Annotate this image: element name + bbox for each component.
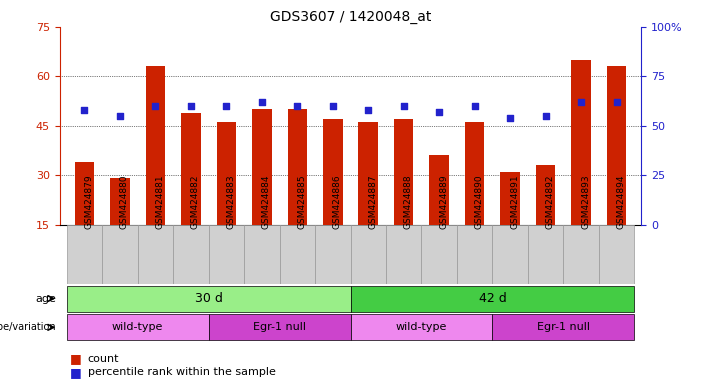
Bar	[492, 314, 634, 340]
Bar	[607, 66, 626, 225]
Bar	[386, 225, 421, 284]
Point	[469, 103, 480, 109]
Text: GSM424891: GSM424891	[510, 175, 519, 229]
Point	[292, 103, 303, 109]
Title: GDS3607 / 1420048_at: GDS3607 / 1420048_at	[270, 10, 431, 25]
Bar	[536, 165, 555, 225]
Text: age: age	[35, 293, 56, 304]
Text: GSM424885: GSM424885	[297, 175, 306, 229]
Bar	[102, 225, 137, 284]
Bar	[315, 225, 350, 284]
Text: Egr-1 null: Egr-1 null	[537, 322, 590, 333]
Text: ■: ■	[70, 366, 82, 379]
Point	[327, 103, 339, 109]
Bar	[110, 179, 130, 225]
Text: count: count	[88, 354, 119, 364]
Bar	[67, 225, 102, 284]
Point	[611, 99, 622, 105]
Bar	[287, 109, 307, 225]
Text: GSM424889: GSM424889	[440, 175, 448, 229]
Point	[576, 99, 587, 105]
Bar	[501, 172, 520, 225]
Bar	[528, 225, 564, 284]
Text: GSM424894: GSM424894	[617, 175, 625, 229]
Bar	[564, 225, 599, 284]
Text: percentile rank within the sample: percentile rank within the sample	[88, 367, 275, 377]
Bar	[394, 119, 414, 225]
Point	[434, 109, 445, 115]
Text: GSM424892: GSM424892	[545, 175, 554, 229]
Bar	[421, 225, 457, 284]
Point	[185, 103, 196, 109]
Text: GSM424888: GSM424888	[404, 175, 413, 229]
Text: wild-type: wild-type	[112, 322, 163, 333]
Text: GSM424880: GSM424880	[120, 175, 129, 229]
Bar	[137, 225, 173, 284]
Text: genotype/variation: genotype/variation	[0, 322, 56, 333]
Bar	[350, 314, 492, 340]
Text: GSM424884: GSM424884	[261, 175, 271, 229]
Bar	[244, 225, 280, 284]
Text: GSM424890: GSM424890	[475, 175, 484, 229]
Text: GSM424879: GSM424879	[84, 175, 93, 229]
Text: GSM424886: GSM424886	[333, 175, 342, 229]
Point	[79, 107, 90, 113]
Bar	[358, 122, 378, 225]
Point	[256, 99, 267, 105]
Bar	[492, 225, 528, 284]
Text: GSM424887: GSM424887	[368, 175, 377, 229]
Point	[362, 107, 374, 113]
Bar	[67, 314, 209, 340]
Bar	[350, 286, 634, 311]
Bar	[599, 225, 634, 284]
Text: GSM424881: GSM424881	[156, 175, 164, 229]
Bar	[209, 225, 244, 284]
Bar	[75, 162, 94, 225]
Bar	[323, 119, 343, 225]
Bar	[209, 314, 350, 340]
Bar	[571, 60, 591, 225]
Bar	[146, 66, 165, 225]
Point	[540, 113, 551, 119]
Bar	[252, 109, 271, 225]
Point	[150, 103, 161, 109]
Bar	[350, 225, 386, 284]
Text: GSM424893: GSM424893	[581, 175, 590, 229]
Text: ■: ■	[70, 353, 82, 366]
Text: 30 d: 30 d	[195, 292, 222, 305]
Bar	[457, 225, 492, 284]
Bar	[173, 225, 209, 284]
Text: GSM424883: GSM424883	[226, 175, 236, 229]
Bar	[67, 286, 350, 311]
Bar	[430, 156, 449, 225]
Point	[398, 103, 409, 109]
Bar	[280, 225, 315, 284]
Point	[221, 103, 232, 109]
Point	[505, 115, 516, 121]
Bar	[217, 122, 236, 225]
Text: 42 d: 42 d	[479, 292, 506, 305]
Text: wild-type: wild-type	[396, 322, 447, 333]
Bar	[465, 122, 484, 225]
Text: GSM424882: GSM424882	[191, 175, 200, 229]
Text: Egr-1 null: Egr-1 null	[253, 322, 306, 333]
Bar	[181, 113, 200, 225]
Point	[114, 113, 125, 119]
